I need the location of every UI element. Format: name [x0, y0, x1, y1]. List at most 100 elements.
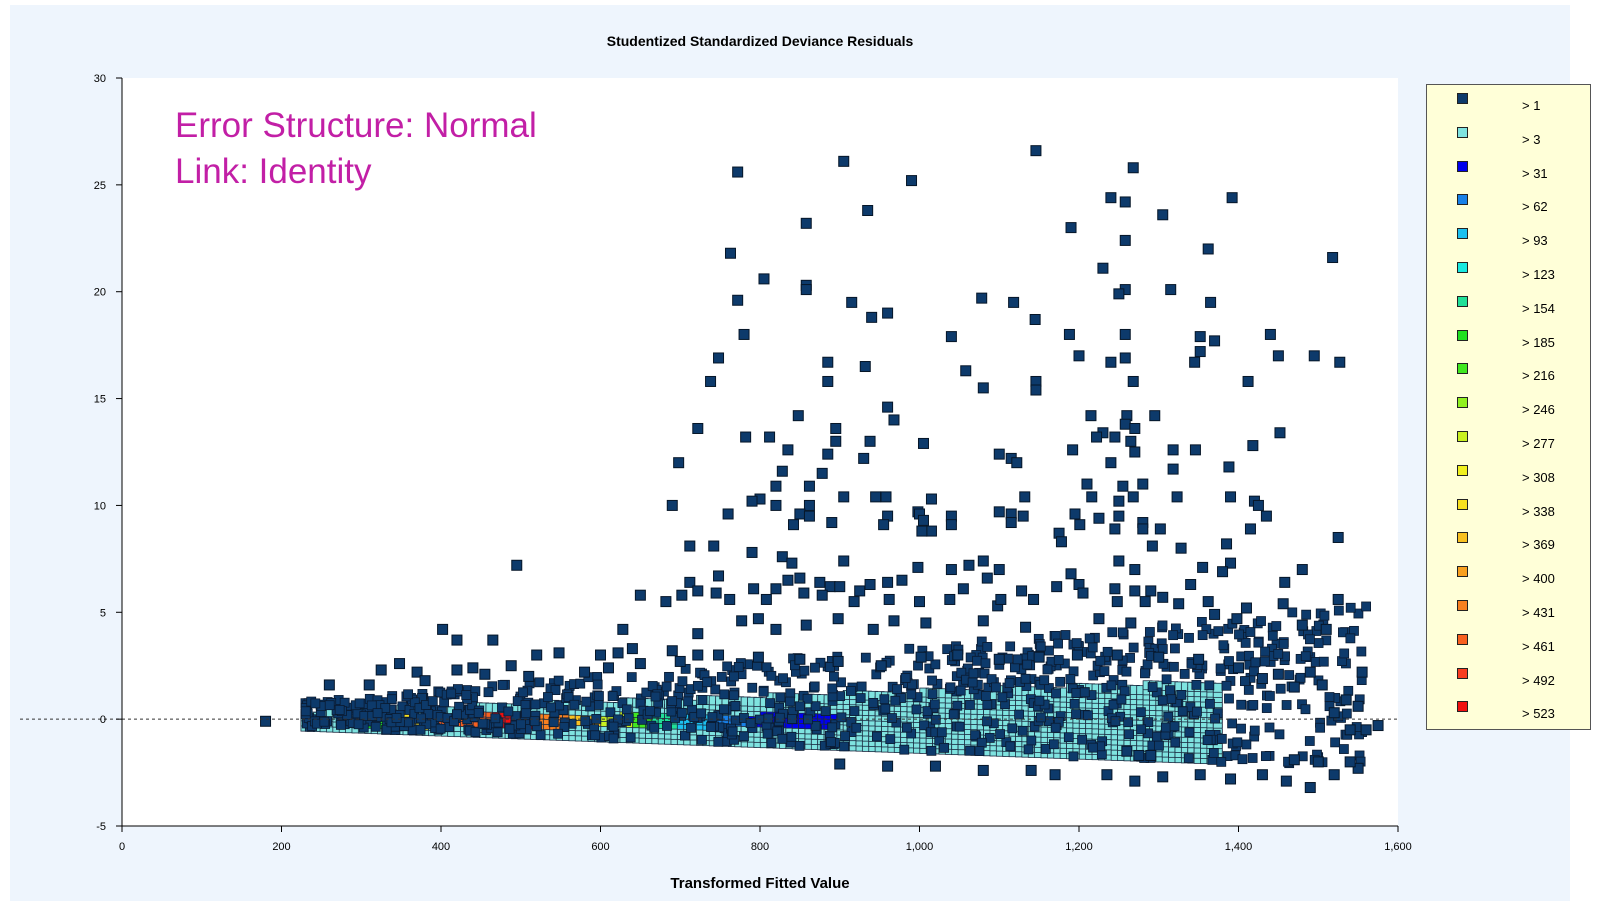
data-point: [1105, 192, 1117, 204]
data-point: [1153, 651, 1165, 663]
data-point: [612, 647, 624, 659]
data-point: [859, 361, 871, 373]
density-cell: [1007, 723, 1018, 734]
data-point: [666, 645, 678, 657]
data-point: [705, 375, 717, 387]
legend-swatch: [1457, 566, 1468, 578]
density-cell: [982, 716, 992, 727]
data-point: [451, 664, 463, 676]
data-point: [660, 596, 672, 608]
density-cell: [435, 723, 446, 734]
data-point: [602, 662, 614, 674]
density-cell: [707, 712, 718, 722]
data-point: [1030, 145, 1042, 157]
legend-item: > 246: [1427, 394, 1592, 428]
density-cell: [1095, 655, 1106, 666]
density-cell: [662, 721, 672, 731]
data-point: [1240, 602, 1252, 614]
density-cell: [922, 706, 933, 716]
data-point: [692, 628, 704, 640]
density-cell: [1147, 682, 1158, 692]
density-cell: [1144, 627, 1155, 637]
data-point: [1197, 561, 1209, 573]
density-cell: [569, 699, 580, 710]
density-cell: [762, 728, 773, 739]
data-point: [867, 623, 879, 635]
data-point: [792, 410, 804, 422]
density-cell: [799, 665, 810, 676]
density-cell: [353, 719, 364, 730]
data-point: [862, 205, 874, 217]
data-point: [1328, 769, 1340, 781]
data-point: [944, 593, 956, 605]
data-point: [1157, 209, 1169, 221]
density-cell: [1136, 724, 1147, 735]
density-cell: [592, 679, 603, 690]
data-point: [692, 585, 704, 597]
data-point: [1372, 720, 1384, 732]
legend-swatch: [1457, 194, 1468, 206]
density-cell: [758, 686, 769, 697]
density-cell: [849, 706, 860, 716]
density-cell: [1124, 729, 1134, 740]
data-point: [1074, 519, 1086, 531]
density-cell: [1154, 740, 1164, 751]
data-point: [882, 401, 894, 413]
density-cell: [1051, 688, 1061, 699]
density-cell: [939, 742, 949, 753]
density-cell: [1275, 683, 1286, 694]
density-cell: [1274, 729, 1285, 740]
data-point: [776, 465, 788, 477]
data-point: [1231, 613, 1243, 625]
data-point: [770, 623, 782, 635]
legend-swatch: [1457, 431, 1468, 442]
density-cell: [1026, 735, 1037, 746]
density-cell: [1281, 700, 1292, 710]
density-cell: [991, 682, 1001, 693]
density-cell: [1035, 641, 1046, 652]
density-cell: [856, 681, 867, 692]
data-point: [1256, 673, 1268, 685]
density-cell: [827, 683, 838, 694]
density-cell: [1169, 721, 1180, 732]
data-point: [816, 589, 828, 601]
data-point: [945, 564, 957, 576]
data-point: [977, 382, 989, 394]
data-point: [838, 491, 850, 503]
density-cell: [945, 682, 956, 693]
data-point: [1209, 608, 1221, 620]
data-point: [1105, 356, 1117, 368]
model-annotation: Error Structure: Normal Link: Identity: [175, 103, 537, 195]
density-cell: [1023, 744, 1034, 755]
data-point: [838, 555, 850, 567]
data-point: [487, 634, 499, 646]
data-point: [888, 615, 900, 627]
data-point: [1093, 512, 1105, 524]
density-cell: [1119, 686, 1130, 697]
data-point: [1146, 540, 1158, 552]
legend-label: > 492: [1522, 672, 1555, 688]
density-cell: [626, 672, 637, 682]
density-cell: [490, 713, 501, 724]
data-point: [782, 444, 794, 456]
density-cell: [1005, 741, 1016, 752]
data-point: [467, 662, 479, 674]
density-cell: [1356, 646, 1367, 657]
data-point: [1085, 410, 1097, 422]
data-point: [1017, 510, 1029, 522]
density-cell: [559, 722, 570, 732]
density-cell: [1087, 642, 1098, 653]
density-cell: [504, 723, 515, 734]
data-points: [260, 145, 1384, 794]
density-cell: [666, 706, 677, 717]
data-point: [800, 284, 812, 296]
data-point: [822, 356, 834, 368]
density-cell: [1304, 736, 1315, 746]
density-cell: [772, 726, 783, 737]
data-point: [1340, 694, 1352, 706]
data-point: [1356, 666, 1368, 678]
density-cell: [370, 721, 381, 732]
density-cell: [965, 745, 975, 756]
density-cell: [680, 730, 690, 741]
annotation-line-link: Link: Identity: [175, 152, 372, 191]
